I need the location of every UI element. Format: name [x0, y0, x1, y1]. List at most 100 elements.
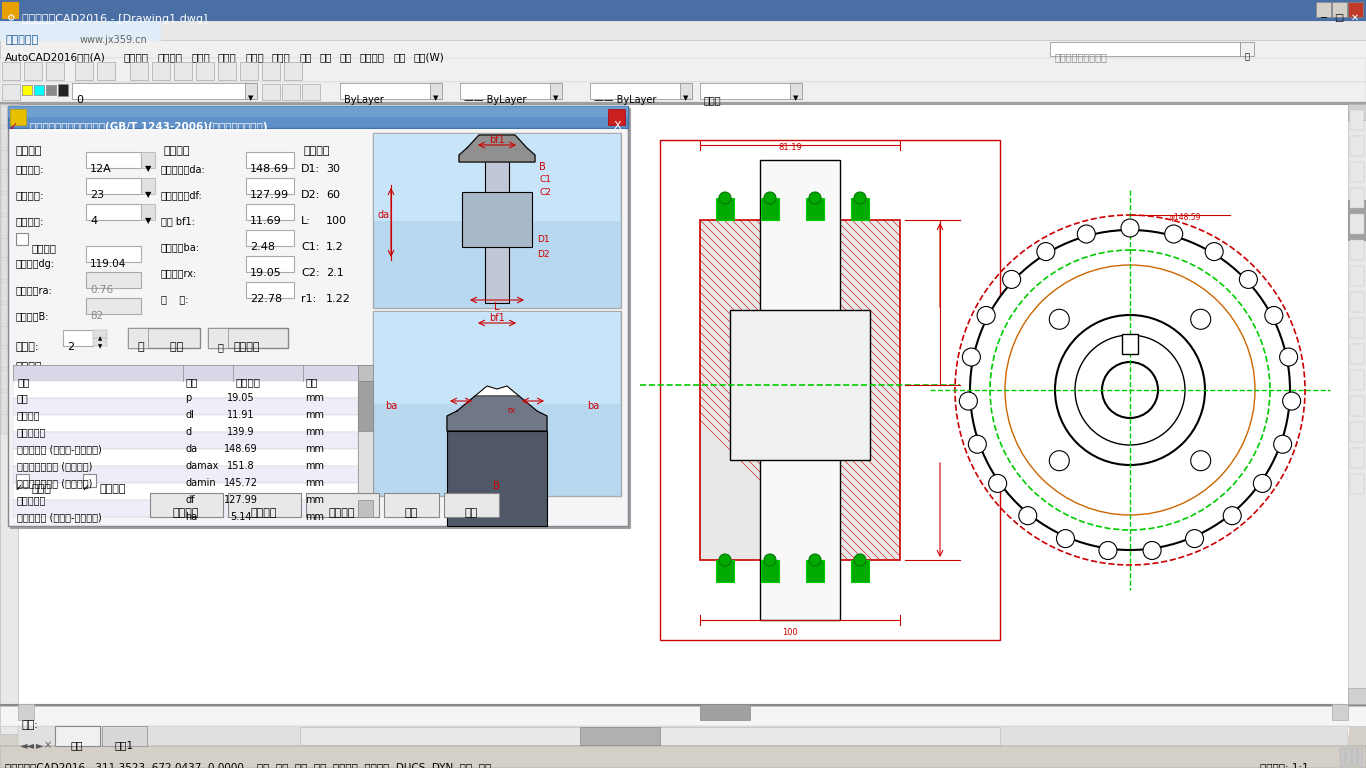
Circle shape: [854, 192, 866, 204]
Text: 代号: 代号: [184, 377, 198, 387]
Bar: [86, 178, 141, 194]
Bar: [358, 381, 373, 431]
Text: ✕: ✕: [1351, 13, 1359, 23]
Bar: [246, 230, 294, 246]
Bar: [699, 83, 800, 99]
Text: 几何参数: 几何参数: [16, 362, 42, 372]
Bar: [581, 727, 660, 745]
Text: mm: mm: [305, 410, 324, 420]
Text: ◄◄: ◄◄: [20, 740, 36, 750]
Bar: [1350, 318, 1365, 338]
Circle shape: [1019, 507, 1037, 525]
Bar: [18, 704, 1348, 720]
Bar: [1350, 214, 1365, 234]
Text: 随颜色: 随颜色: [703, 95, 721, 105]
Bar: [93, 330, 107, 338]
Circle shape: [809, 554, 821, 566]
Bar: [699, 220, 900, 560]
Text: 齿侧倒角ba:: 齿侧倒角ba:: [161, 242, 199, 252]
Circle shape: [1165, 225, 1183, 243]
Circle shape: [1078, 225, 1096, 243]
Text: mm: mm: [305, 478, 324, 488]
Text: bf1: bf1: [489, 135, 505, 145]
Bar: [1332, 2, 1347, 17]
Bar: [340, 83, 440, 99]
Text: 凸缘直径dg:: 凸缘直径dg:: [16, 259, 55, 269]
Bar: [14, 449, 358, 466]
Bar: [1050, 42, 1240, 56]
Bar: [284, 62, 302, 80]
Bar: [0, 82, 1366, 102]
Bar: [306, 493, 378, 517]
Text: AutoCAD2016菜单(A): AutoCAD2016菜单(A): [5, 52, 105, 62]
Bar: [130, 62, 148, 80]
Text: 4: 4: [90, 216, 97, 226]
Text: bf1: bf1: [489, 313, 505, 323]
Bar: [34, 85, 44, 95]
Text: 设计工具: 设计工具: [157, 52, 182, 62]
Bar: [1, 348, 16, 368]
Circle shape: [1186, 530, 1203, 548]
Bar: [1, 392, 16, 412]
Bar: [240, 62, 258, 80]
Bar: [14, 398, 358, 415]
Text: 最小齿顶圆直径 (其它齿形): 最小齿顶圆直径 (其它齿形): [16, 478, 93, 488]
Circle shape: [1273, 435, 1292, 453]
Text: ✓: ✓: [8, 122, 18, 132]
Bar: [150, 493, 223, 517]
Bar: [14, 381, 358, 398]
Text: 分度圆直径: 分度圆直径: [16, 427, 46, 437]
Bar: [1, 128, 16, 148]
Bar: [246, 204, 294, 220]
Text: df: df: [184, 495, 194, 505]
Text: 结构尺寸B:: 结构尺寸B:: [16, 311, 49, 321]
Text: D1:: D1:: [301, 164, 320, 174]
Text: 相关标准: 相关标准: [172, 508, 199, 518]
Bar: [128, 328, 148, 348]
Bar: [0, 58, 1366, 82]
Text: 0.76: 0.76: [90, 285, 113, 295]
Bar: [0, 20, 160, 40]
Text: 图形绘制: 图形绘制: [123, 52, 148, 62]
Text: 100: 100: [783, 628, 798, 637]
Text: 标准件: 标准件: [191, 52, 210, 62]
Text: 119.04: 119.04: [90, 259, 127, 269]
Text: 标注: 标注: [299, 52, 311, 62]
Bar: [14, 483, 358, 500]
Text: 名称: 名称: [16, 377, 30, 387]
Text: ▼: ▼: [145, 164, 152, 173]
Bar: [1348, 2, 1363, 17]
Text: 企业推广: 企业推广: [329, 508, 355, 518]
Text: ▼: ▼: [794, 95, 799, 101]
Bar: [0, 40, 1366, 58]
Circle shape: [977, 306, 996, 324]
Text: ba: ba: [587, 401, 600, 411]
Bar: [1315, 2, 1330, 17]
Text: ×: ×: [44, 740, 52, 750]
Bar: [1, 172, 16, 192]
Text: ─: ─: [1320, 13, 1326, 23]
Bar: [14, 415, 358, 432]
Text: 短节距传动用精密滚子链轮(GB/T 1243-2006)(单列轮毂实心链轮): 短节距传动用精密滚子链轮(GB/T 1243-2006)(单列轮毂实心链轮): [30, 122, 268, 132]
Text: 82: 82: [90, 311, 104, 321]
Text: 148.69: 148.69: [250, 164, 290, 174]
Text: 单位: 单位: [305, 377, 317, 387]
Text: 127.99: 127.99: [250, 190, 290, 200]
Bar: [14, 466, 358, 483]
Bar: [1346, 748, 1351, 766]
Text: damin: damin: [184, 478, 216, 488]
Text: 1.2: 1.2: [326, 242, 344, 252]
Text: 0: 0: [76, 95, 83, 105]
Text: 139.9: 139.9: [227, 427, 254, 437]
Bar: [75, 62, 93, 80]
Text: 最大齿顶圆直径 (其它齿形): 最大齿顶圆直径 (其它齿形): [16, 461, 93, 471]
Bar: [1, 304, 16, 324]
Bar: [1, 238, 16, 258]
Text: ▼: ▼: [553, 95, 559, 101]
Text: damax: damax: [184, 461, 219, 471]
Bar: [0, 746, 1366, 768]
Circle shape: [809, 192, 821, 204]
Text: —— ByLayer: —— ByLayer: [594, 95, 657, 105]
Bar: [759, 160, 840, 620]
Text: ⚙: ⚙: [5, 13, 15, 23]
